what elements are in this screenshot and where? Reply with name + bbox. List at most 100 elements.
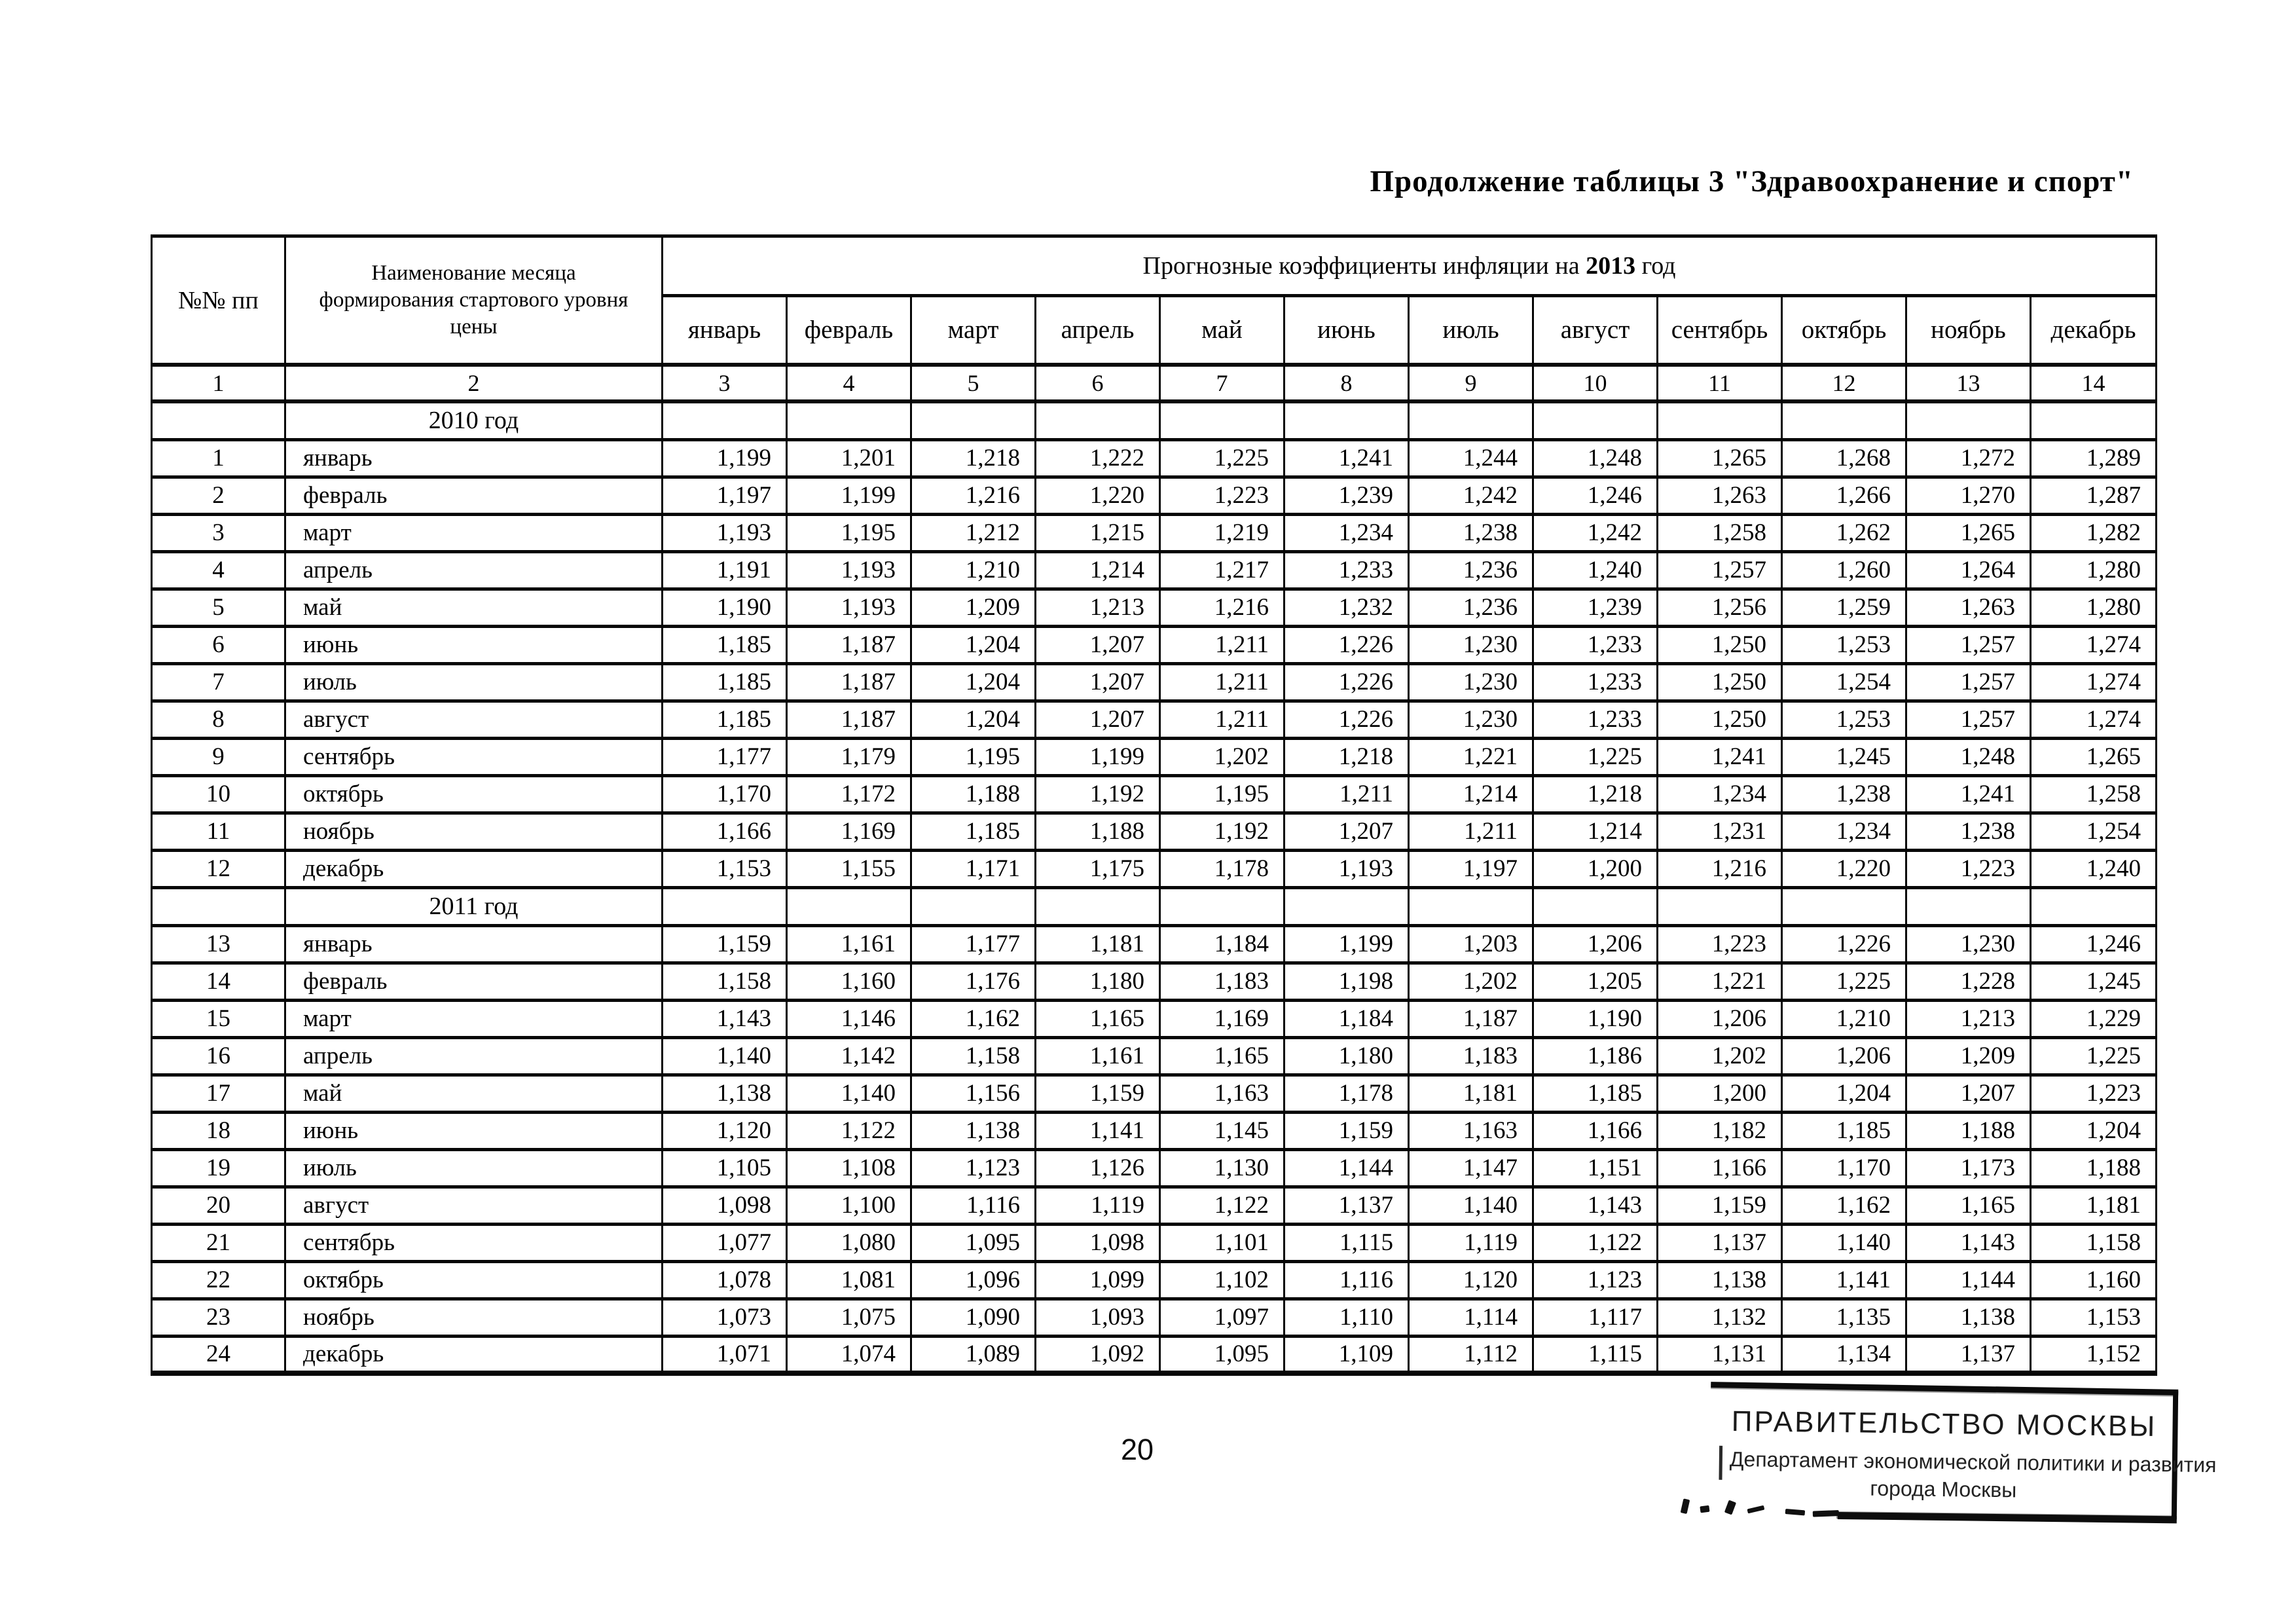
coefficient-value: 1,177 <box>661 736 788 777</box>
coefficient-value: 1,160 <box>786 961 912 1002</box>
coefficient-value: 1,183 <box>1408 1035 1534 1077</box>
signature-scribble <box>1724 1500 1737 1515</box>
coefficient-value: 1,225 <box>1159 437 1285 479</box>
empty-cell <box>661 399 788 441</box>
coefficient-value: 1,138 <box>1905 1297 2032 1338</box>
coefficient-value: 1,153 <box>661 848 788 889</box>
coefficient-value: 1,195 <box>1159 773 1285 815</box>
coefficient-value: 1,119 <box>1408 1222 1534 1263</box>
coefficient-value: 1,213 <box>1905 998 2032 1039</box>
coefficient-value: 1,253 <box>1781 699 1907 740</box>
coefficient-value: 1,226 <box>1283 699 1410 740</box>
coefficient-value: 1,131 <box>1656 1334 1783 1376</box>
coefficient-value: 1,210 <box>1781 998 1907 1039</box>
column-number: 4 <box>786 363 912 403</box>
coefficient-value: 1,230 <box>1905 923 2032 965</box>
coefficient-value: 1,287 <box>2029 475 2158 516</box>
coefficient-value: 1,244 <box>1408 437 1534 479</box>
empty-cell <box>151 399 286 441</box>
coefficient-value: 1,175 <box>1034 848 1161 889</box>
coefficient-value: 1,144 <box>1283 1147 1410 1189</box>
coefficient-value: 1,214 <box>1034 549 1161 591</box>
coefficient-value: 1,143 <box>1905 1222 2032 1263</box>
coefficient-value: 1,151 <box>1532 1147 1658 1189</box>
coefficient-value: 1,134 <box>1781 1334 1907 1376</box>
row-month-name: июль <box>284 1147 663 1189</box>
coefficient-value: 1,270 <box>1905 475 2032 516</box>
coefficient-value: 1,262 <box>1781 512 1907 553</box>
coefficient-value: 1,250 <box>1656 661 1783 703</box>
coefficient-value: 1,162 <box>910 998 1036 1039</box>
empty-cell <box>1781 885 1907 927</box>
coefficient-value: 1,206 <box>1781 1035 1907 1077</box>
coefficient-value: 1,214 <box>1408 773 1534 815</box>
year-label: 2011 год <box>284 885 663 927</box>
row-month-name: июнь <box>284 1110 663 1151</box>
coefficient-value: 1,233 <box>1532 624 1658 665</box>
month-column-header: февраль <box>786 294 912 367</box>
row-number: 23 <box>151 1297 286 1338</box>
coefficient-value: 1,200 <box>1532 848 1658 889</box>
month-column-header: декабрь <box>2029 294 2158 367</box>
table-row: 15 март 1,143 1,146 1,162 1,165 1,169 1,184 1,18… <box>151 998 2158 1039</box>
coefficient-value: 1,099 <box>1034 1259 1161 1301</box>
coefficient-value: 1,114 <box>1408 1297 1534 1338</box>
table-row: 6 июнь 1,185 1,187 1,204 1,207 1,211 1,226 1,230… <box>151 624 2158 665</box>
empty-cell <box>1034 399 1161 441</box>
coefficient-value: 1,192 <box>1159 811 1285 852</box>
coefficient-value: 1,141 <box>1781 1259 1907 1301</box>
coefficient-value: 1,238 <box>1905 811 2032 852</box>
column-number: 11 <box>1656 363 1783 403</box>
coefficient-value: 1,182 <box>1656 1110 1783 1151</box>
coefficient-value: 1,211 <box>1159 699 1285 740</box>
row-month-name: март <box>284 998 663 1039</box>
coefficient-value: 1,158 <box>910 1035 1036 1077</box>
coefficient-value: 1,274 <box>2029 661 2158 703</box>
table-row: 5 май 1,190 1,193 1,209 1,213 1,216 1,232 1,236 1… <box>151 587 2158 628</box>
page-number: 20 <box>1121 1433 1154 1466</box>
row-number: 19 <box>151 1147 286 1189</box>
coefficient-value: 1,080 <box>786 1222 912 1263</box>
coefficient-value: 1,204 <box>2029 1110 2158 1151</box>
coefficient-value: 1,207 <box>1034 699 1161 740</box>
coefficient-value: 1,225 <box>2029 1035 2158 1077</box>
coefficient-value: 1,193 <box>1283 848 1410 889</box>
coefficient-value: 1,166 <box>1532 1110 1658 1151</box>
coefficient-value: 1,158 <box>2029 1222 2158 1263</box>
coefficient-value: 1,176 <box>910 961 1036 1002</box>
empty-cell <box>2029 885 2158 927</box>
coefficient-value: 1,234 <box>1781 811 1907 852</box>
coefficient-value: 1,241 <box>1283 437 1410 479</box>
column-header-forecast-span: Прогнозные коэффициенты инфляции на 2013… <box>661 234 2158 297</box>
coefficient-value: 1,257 <box>1905 661 2032 703</box>
month-column-header: май <box>1159 294 1285 367</box>
empty-cell <box>910 885 1036 927</box>
coefficient-value: 1,145 <box>1159 1110 1285 1151</box>
coefficient-value: 1,260 <box>1781 549 1907 591</box>
coefficient-value: 1,264 <box>1905 549 2032 591</box>
coefficient-value: 1,207 <box>1034 624 1161 665</box>
coefficient-value: 1,221 <box>1656 961 1783 1002</box>
row-month-name: ноябрь <box>284 1297 663 1338</box>
table-row: 18 июнь 1,120 1,122 1,138 1,141 1,145 1,159 1,16… <box>151 1110 2158 1151</box>
signature-scribble <box>1812 1510 1840 1517</box>
table-body: 2010 год 1 январь 1,199 1,201 1,218 1,222 1,225… <box>151 399 2158 1376</box>
coefficient-value: 1,223 <box>2029 1073 2158 1114</box>
coefficient-value: 1,170 <box>1781 1147 1907 1189</box>
signature-scribble <box>1747 1505 1765 1514</box>
coefficient-value: 1,254 <box>1781 661 1907 703</box>
coefficient-value: 1,155 <box>786 848 912 889</box>
coefficient-value: 1,153 <box>2029 1297 2158 1338</box>
year-label: 2010 год <box>284 399 663 441</box>
column-header-month-name: Наименование месяца формирования стартов… <box>284 234 663 367</box>
coefficient-value: 1,185 <box>661 699 788 740</box>
coefficient-value: 1,207 <box>1283 811 1410 852</box>
coefficient-value: 1,257 <box>1905 699 2032 740</box>
coefficient-value: 1,204 <box>910 661 1036 703</box>
coefficient-value: 1,259 <box>1781 587 1907 628</box>
coefficient-value: 1,218 <box>1283 736 1410 777</box>
column-number: 7 <box>1159 363 1285 403</box>
row-month-name: июнь <box>284 624 663 665</box>
coefficient-value: 1,173 <box>1905 1147 2032 1189</box>
coefficient-value: 1,282 <box>2029 512 2158 553</box>
